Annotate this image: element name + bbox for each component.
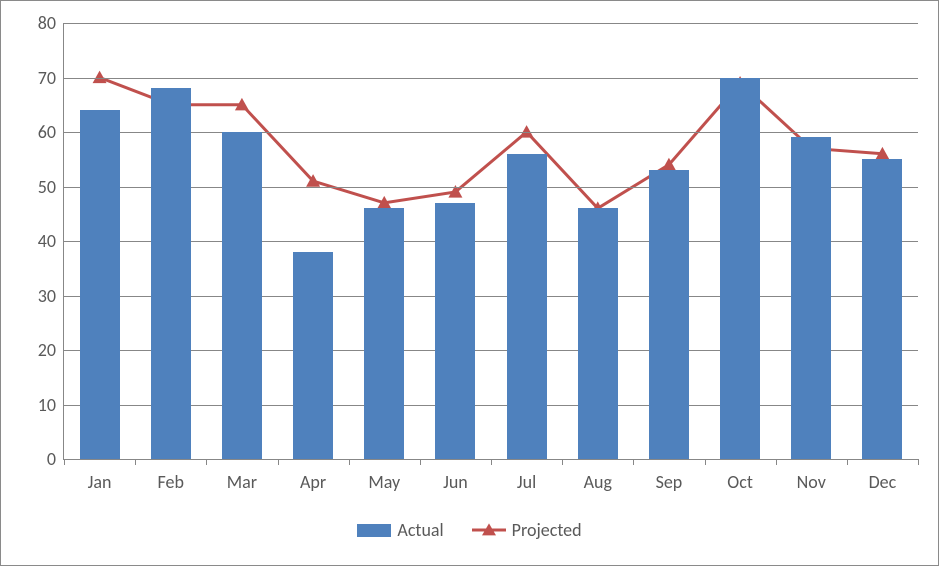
x-tick [278,459,279,465]
projected-line [100,78,883,209]
x-tick [633,459,634,465]
bar-feb [151,88,191,459]
x-tick [491,459,492,465]
legend: Actual Projected [1,519,938,541]
plot-area: 01020304050607080JanFebMarAprMayJunJulAu… [63,23,918,460]
y-tick-label: 40 [38,230,64,252]
grid-line [64,241,918,242]
y-tick-label: 0 [47,448,64,470]
bar-mar [222,132,262,459]
y-tick-label: 80 [38,12,64,34]
x-tick [918,459,919,465]
bar-oct [720,78,760,460]
y-tick-label: 60 [38,121,64,143]
x-tick-label: Nov [797,459,826,493]
y-tick-label: 70 [38,67,64,89]
x-tick [135,459,136,465]
x-tick-label: Apr [300,459,326,493]
legend-item-projected: Projected [472,519,582,541]
x-tick-label: Dec [869,459,897,493]
bar-apr [293,252,333,459]
x-tick [847,459,848,465]
grid-line [64,350,918,351]
legend-item-actual: Actual [357,519,443,541]
x-tick-label: Aug [584,459,612,493]
x-tick-label: Jun [443,459,468,493]
x-tick-label: May [368,459,400,493]
y-tick-label: 20 [38,339,64,361]
x-tick-label: Feb [158,459,184,493]
bar-jan [80,110,120,459]
x-tick-label: Jan [88,459,112,493]
y-tick-label: 10 [38,394,64,416]
y-tick-label: 30 [38,285,64,307]
bar-nov [791,137,831,459]
x-tick-label: Sep [656,459,683,493]
bar-may [364,208,404,459]
x-tick [776,459,777,465]
x-tick-label: Jul [517,459,536,493]
legend-label-projected: Projected [512,519,582,541]
x-tick [349,459,350,465]
grid-line [64,405,918,406]
legend-swatch-projected [472,523,506,537]
x-tick [705,459,706,465]
x-tick [64,459,65,465]
legend-label-actual: Actual [397,519,443,541]
grid-line [64,132,918,133]
bar-sep [649,170,689,459]
chart-frame: 0 10 20 30 40 50 60 70 80 Jan Feb Mar Apr May Jun Jul Au… [0,0,939,566]
x-tick [206,459,207,465]
x-tick [562,459,563,465]
bar-aug [578,208,618,459]
grid-line [64,296,918,297]
x-tick-label: Mar [227,459,257,493]
bar-dec [862,159,902,459]
grid-line [64,187,918,188]
grid-line [64,23,918,24]
legend-swatch-actual [357,524,391,537]
y-tick-label: 50 [38,176,64,198]
bar-jun [435,203,475,459]
bar-jul [507,154,547,459]
x-tick-label: Oct [727,459,753,493]
x-tick [420,459,421,465]
grid-line [64,78,918,79]
